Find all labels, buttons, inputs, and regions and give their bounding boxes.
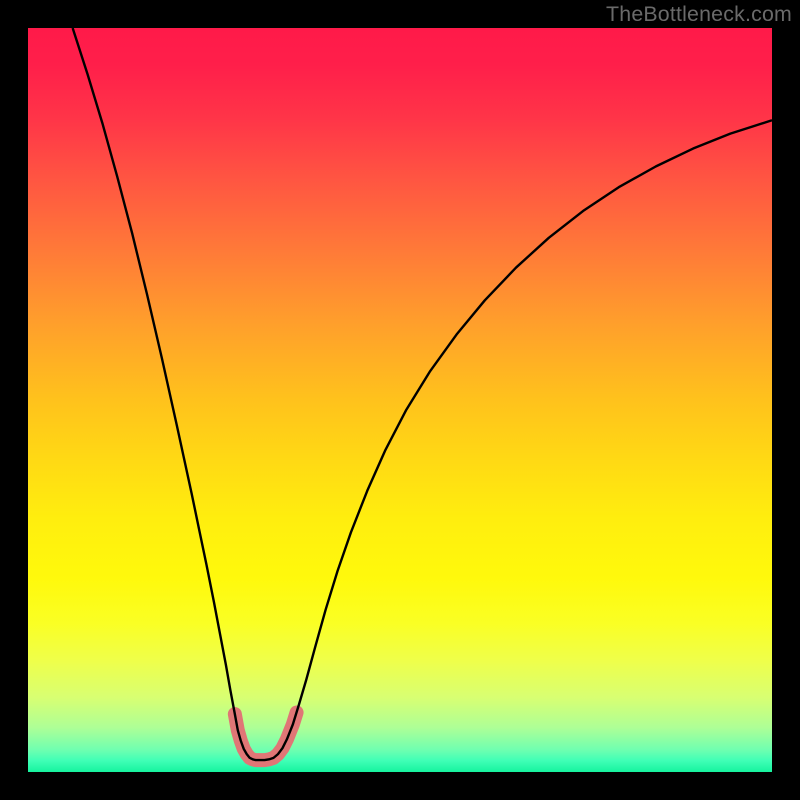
bottleneck-chart [0,0,800,800]
plot-background-gradient [28,28,772,772]
chart-canvas: TheBottleneck.com [0,0,800,800]
watermark-text: TheBottleneck.com [606,2,792,27]
